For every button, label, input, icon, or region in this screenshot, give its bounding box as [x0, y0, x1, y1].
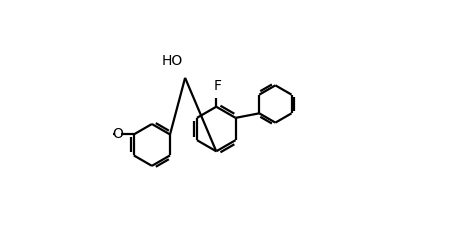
- Text: HO: HO: [162, 54, 183, 68]
- Text: O: O: [112, 127, 123, 141]
- Text: F: F: [213, 79, 222, 93]
